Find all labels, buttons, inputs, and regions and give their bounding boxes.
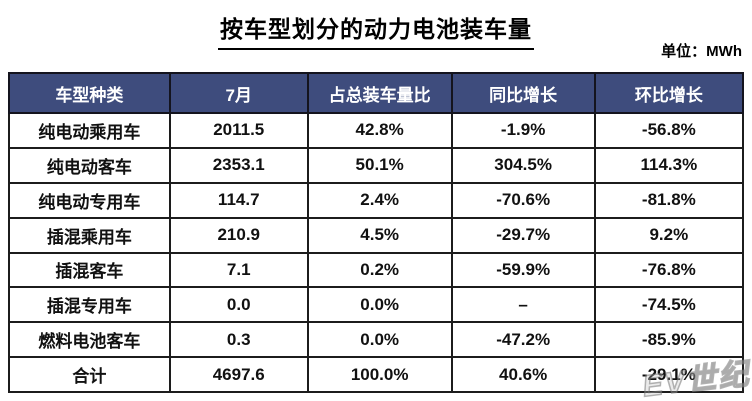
table-row: 燃料电池客车 0.3 0.0% -47.2% -85.9%	[8, 321, 745, 359]
cell-type: 燃料电池客车	[8, 321, 171, 359]
cell-july: 2011.5	[168, 112, 309, 149]
cell-yoy: –	[450, 286, 596, 324]
header-july: 7月	[168, 72, 309, 114]
cell-type: 纯电动专用车	[8, 181, 171, 219]
table-wrap: 车型种类 7月 占总装车量比 同比增长 环比增长 纯电动乘用车 2011.5 4…	[8, 72, 745, 393]
cell-share: 50.1%	[306, 146, 453, 184]
cell-mom: -81.8%	[593, 181, 745, 219]
header-yoy: 同比增长	[450, 72, 596, 114]
cell-share: 4.5%	[306, 216, 453, 254]
cell-july: 0.0	[168, 286, 309, 324]
table-header-row: 车型种类 7月 占总装车量比 同比增长 环比增长	[8, 72, 745, 114]
cell-mom: 9.2%	[593, 216, 745, 254]
cell-type: 纯电动客车	[8, 146, 171, 184]
cell-july: 4697.6	[168, 356, 309, 393]
page-title: 按车型划分的动力电池装车量	[218, 10, 534, 50]
cell-mom: -74.5%	[593, 286, 745, 324]
cell-type: 插混客车	[8, 251, 171, 289]
cell-type: 插混专用车	[8, 286, 171, 324]
cell-yoy: 40.6%	[450, 356, 596, 393]
cell-type: 插混乘用车	[8, 216, 171, 254]
cell-yoy: -47.2%	[450, 321, 596, 359]
cell-mom: -29.1%	[593, 356, 745, 393]
cell-share: 2.4%	[306, 181, 453, 219]
cell-mom: 114.3%	[593, 146, 745, 184]
header-vehicle-type: 车型种类	[8, 72, 171, 114]
header-mom: 环比增长	[593, 72, 745, 114]
cell-yoy: -59.9%	[450, 251, 596, 289]
cell-share: 0.0%	[306, 286, 453, 324]
table-row: 纯电动乘用车 2011.5 42.8% -1.9% -56.8%	[8, 112, 745, 149]
cell-share: 100.0%	[306, 356, 453, 393]
table-row: 插混专用车 0.0 0.0% – -74.5%	[8, 286, 745, 324]
table-row: 纯电动专用车 114.7 2.4% -70.6% -81.8%	[8, 181, 745, 219]
cell-mom: -56.8%	[593, 112, 745, 149]
cell-july: 114.7	[168, 181, 309, 219]
cell-share: 0.2%	[306, 251, 453, 289]
cell-july: 210.9	[168, 216, 309, 254]
cell-mom: -85.9%	[593, 321, 745, 359]
unit-label: 单位：MWh	[661, 43, 742, 60]
cell-share: 42.8%	[306, 112, 453, 149]
cell-july: 2353.1	[168, 146, 309, 184]
cell-mom: -76.8%	[593, 251, 745, 289]
table-row: 插混乘用车 210.9 4.5% -29.7% 9.2%	[8, 216, 745, 254]
cell-type: 合计	[8, 356, 171, 393]
header-share: 占总装车量比	[306, 72, 453, 114]
table-row: 插混客车 7.1 0.2% -59.9% -76.8%	[8, 251, 745, 289]
cell-share: 0.0%	[306, 321, 453, 359]
cell-yoy: -1.9%	[450, 112, 596, 149]
table-row-total: 合计 4697.6 100.0% 40.6% -29.1%	[8, 356, 745, 393]
cell-yoy: 304.5%	[450, 146, 596, 184]
table-row: 纯电动客车 2353.1 50.1% 304.5% 114.3%	[8, 146, 745, 184]
title-wrap: 按车型划分的动力电池装车量	[0, 10, 752, 50]
cell-type: 纯电动乘用车	[8, 112, 171, 149]
battery-install-table: 车型种类 7月 占总装车量比 同比增长 环比增长 纯电动乘用车 2011.5 4…	[8, 72, 745, 393]
cell-july: 0.3	[168, 321, 309, 359]
cell-yoy: -70.6%	[450, 181, 596, 219]
cell-yoy: -29.7%	[450, 216, 596, 254]
cell-july: 7.1	[168, 251, 309, 289]
